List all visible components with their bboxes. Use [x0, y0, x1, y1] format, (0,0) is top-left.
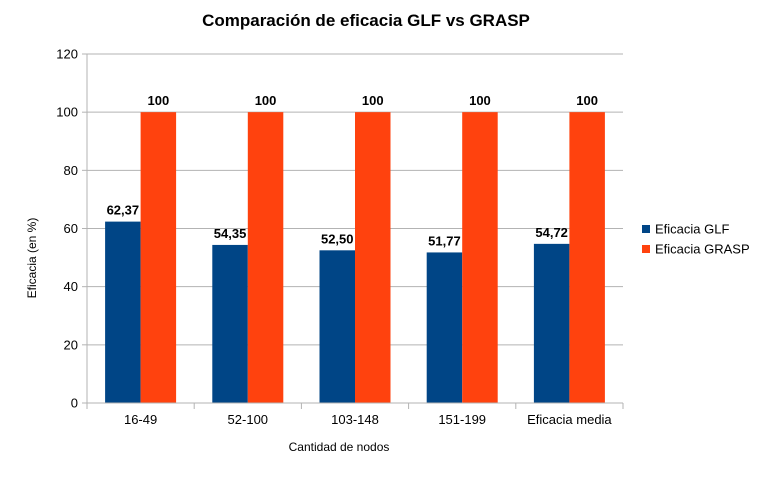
data-label: 100	[147, 93, 169, 108]
legend-label: Eficacia GLF	[655, 222, 729, 237]
bar-glf	[533, 243, 570, 403]
y-tick-label: 100	[56, 105, 78, 120]
y-tick-label: 120	[56, 47, 78, 62]
legend: Eficacia GLF Eficacia GRASP	[642, 222, 750, 257]
data-labels: 62,37 54,35 52,50 51,77 54,72 100 100 100 100 100	[107, 93, 598, 248]
bar-grasp	[140, 112, 177, 404]
data-label: 52,50	[321, 231, 354, 246]
bar-glf	[212, 244, 248, 403]
data-label: 100	[362, 93, 384, 108]
y-tick-label: 40	[64, 279, 78, 294]
x-axis-title: Cantidad de nodos	[289, 440, 390, 454]
data-label: 54,72	[535, 225, 568, 240]
x-tick-label: Eficacia media	[527, 412, 612, 427]
bar-glf	[105, 221, 141, 403]
legend-label: Eficacia GRASP	[655, 242, 750, 257]
bar-glf	[426, 252, 463, 403]
x-tick-label: 103-148	[331, 412, 379, 427]
x-tick-label: 16-49	[124, 412, 157, 427]
y-tick-label: 60	[64, 221, 78, 236]
data-label: 54,35	[214, 226, 247, 241]
x-tick-label: 151-199	[438, 412, 486, 427]
data-label: 62,37	[107, 203, 140, 218]
data-label: 51,77	[428, 233, 461, 248]
y-tick-label: 20	[64, 337, 78, 352]
bar-grasp	[569, 112, 605, 404]
y-tick-label: 0	[71, 396, 78, 411]
y-tick-label: 80	[64, 163, 78, 178]
data-label: 100	[469, 93, 491, 108]
axes	[82, 53, 624, 409]
bars	[105, 112, 605, 404]
bar-grasp	[462, 112, 498, 404]
x-tick-labels: 16-49 52-100 103-148 151-199 Eficacia media	[124, 412, 612, 427]
y-axis-title: Eficacia (en %)	[25, 218, 39, 299]
bar-grasp	[247, 112, 284, 404]
y-tick-labels: 0 20 40 60 80 100 120	[56, 47, 78, 411]
legend-swatch	[642, 245, 650, 253]
data-label: 100	[576, 93, 598, 108]
bar-glf	[319, 250, 355, 403]
legend-swatch	[642, 225, 650, 233]
data-label: 100	[255, 93, 277, 108]
bar-grasp	[355, 112, 391, 404]
x-tick-label: 52-100	[228, 412, 268, 427]
chart-title: Comparación de eficacia GLF vs GRASP	[202, 11, 530, 30]
